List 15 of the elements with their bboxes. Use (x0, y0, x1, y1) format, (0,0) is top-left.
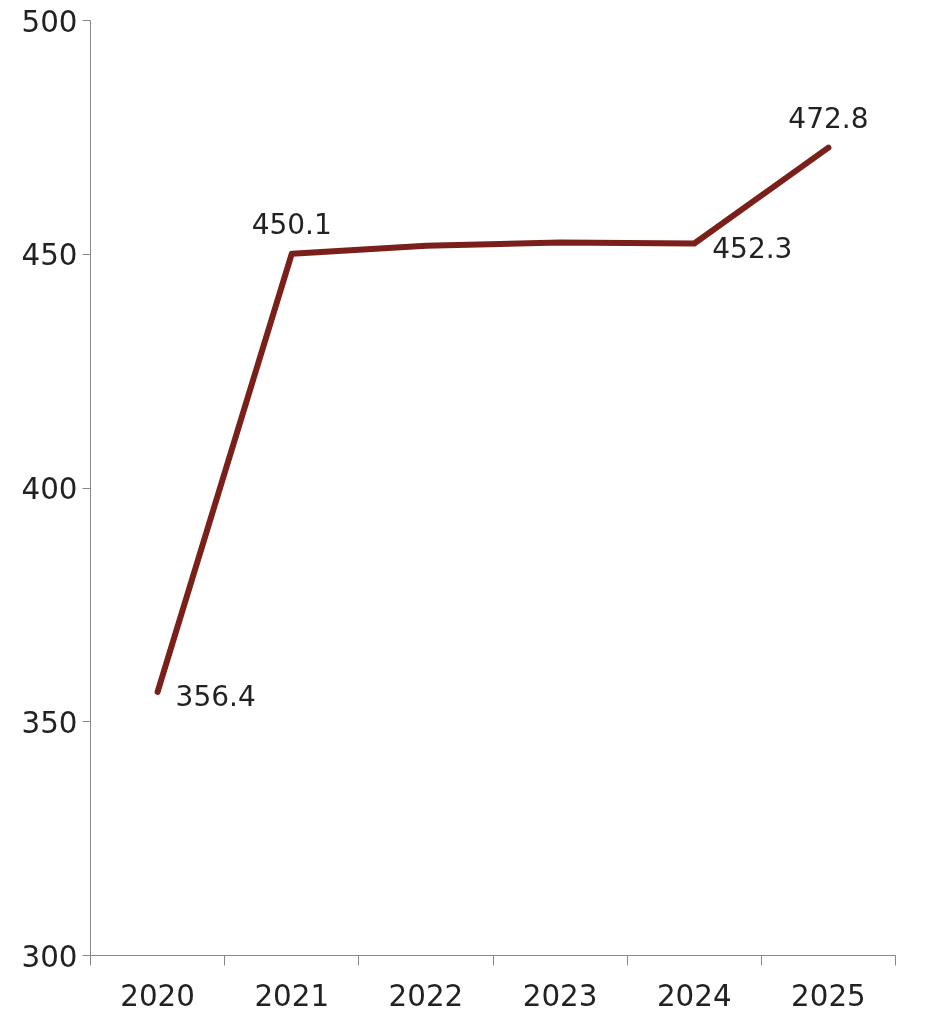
data-label: 472.8 (788, 101, 869, 135)
x-tick-label: 2021 (254, 978, 330, 1013)
y-tick-label: 450 (21, 238, 78, 273)
y-tick-label: 350 (21, 705, 78, 740)
y-tick-label: 300 (21, 939, 78, 974)
data-label: 356.4 (175, 680, 256, 714)
x-tick-label: 2023 (522, 978, 598, 1013)
x-tick-label: 2025 (791, 978, 866, 1013)
x-tick-label: 2022 (388, 978, 464, 1013)
x-tick-label: 2020 (120, 978, 195, 1013)
y-tick-label: 400 (21, 472, 78, 506)
x-tick-label: 2024 (656, 978, 732, 1013)
data-label: 452.3 (712, 232, 793, 265)
data-label: 450.1 (251, 207, 332, 241)
y-tick-label: 500 (21, 4, 78, 39)
